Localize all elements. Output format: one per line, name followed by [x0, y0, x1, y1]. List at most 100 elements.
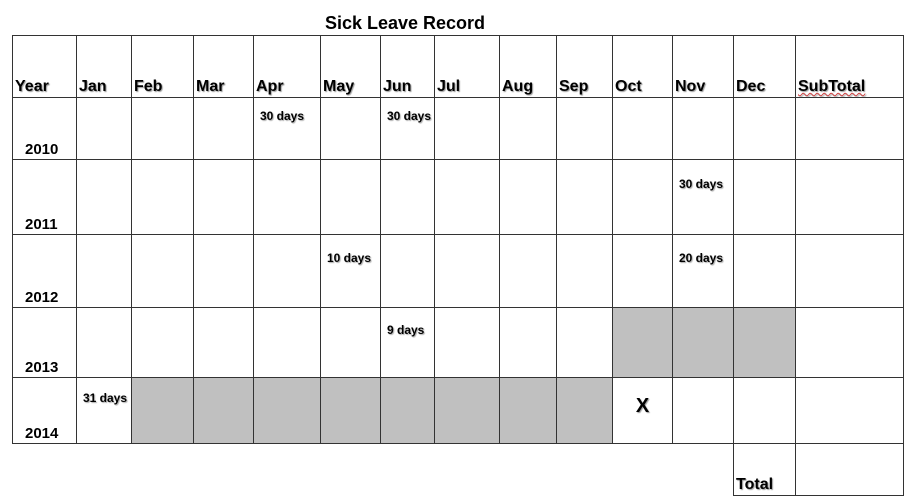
table-cell	[556, 159, 613, 235]
table-cell	[193, 97, 254, 160]
table-cell	[76, 159, 132, 235]
table-cell	[320, 97, 381, 160]
year-label: 2012	[25, 289, 59, 306]
table-cell: 30 days	[672, 159, 734, 235]
x-mark: X	[635, 394, 650, 417]
header-cell: Aug	[499, 35, 557, 98]
table-cell	[733, 307, 796, 378]
year-cell: 2012	[12, 234, 77, 308]
table-cell: 9 days	[380, 307, 435, 378]
table-cell	[672, 97, 734, 160]
year-label: 2011	[25, 216, 58, 233]
table-cell	[380, 377, 435, 444]
table-cell	[733, 97, 796, 160]
table-cell	[556, 377, 613, 444]
table-cell	[131, 377, 194, 444]
year-label: 2013	[25, 359, 59, 376]
table-cell	[320, 159, 381, 235]
table-cell: 31 days	[76, 377, 132, 444]
leave-value: 30 days	[679, 177, 724, 191]
column-header: Feb	[134, 78, 163, 95]
table-cell	[76, 234, 132, 308]
column-header: Dec	[736, 78, 766, 95]
year-cell: 2014	[12, 377, 77, 444]
table-cell	[253, 234, 321, 308]
header-cell: SubTotal	[795, 35, 904, 98]
year-cell: 2010	[12, 97, 77, 160]
table-cell	[193, 159, 254, 235]
table-cell	[556, 307, 613, 378]
column-header: Aug	[502, 78, 534, 95]
table-cell	[612, 307, 673, 378]
column-header: Sep	[559, 78, 589, 95]
table-cell	[733, 159, 796, 235]
table-cell	[612, 159, 673, 235]
table-cell	[320, 307, 381, 378]
table-cell: 20 days	[672, 234, 734, 308]
table-cell	[556, 234, 613, 308]
table-cell	[499, 234, 557, 308]
column-header: Apr	[256, 78, 284, 95]
column-header: Jun	[383, 78, 412, 95]
year-cell: 2013	[12, 307, 77, 378]
table-cell	[612, 234, 673, 308]
table-cell	[795, 307, 904, 378]
table-cell	[499, 307, 557, 378]
table-cell	[672, 307, 734, 378]
column-header: Oct	[615, 78, 642, 95]
table-cell	[193, 377, 254, 444]
header-cell: Sep	[556, 35, 613, 98]
table-cell	[131, 234, 194, 308]
table-cell	[499, 377, 557, 444]
table-cell	[434, 97, 500, 160]
year-label: 2010	[25, 141, 59, 158]
table-cell	[733, 234, 796, 308]
header-cell: May	[320, 35, 381, 98]
table-cell	[193, 234, 254, 308]
table-cell	[76, 97, 132, 160]
column-header: SubTotal	[798, 78, 866, 95]
total-label-cell: Total	[733, 443, 796, 496]
table-cell	[733, 377, 796, 444]
leave-value: 10 days	[327, 251, 372, 265]
column-header: Jul	[437, 78, 461, 95]
table-cell	[380, 234, 435, 308]
table-cell: 30 days	[253, 97, 321, 160]
page-title: Sick Leave Record	[324, 13, 486, 33]
column-header: Nov	[675, 78, 706, 95]
leave-value: 20 days	[679, 251, 724, 265]
column-header: Year	[15, 78, 49, 95]
table-cell	[612, 97, 673, 160]
year-cell: 2011	[12, 159, 77, 235]
leave-value: 31 days	[83, 390, 128, 405]
header-cell: Feb	[131, 35, 194, 98]
table-cell: 10 days	[320, 234, 381, 308]
table-cell	[193, 307, 254, 378]
column-header: May	[323, 78, 355, 95]
header-cell: Jun	[380, 35, 435, 98]
table-cell	[434, 159, 500, 235]
table-cell	[434, 307, 500, 378]
leave-value: 30 days	[260, 108, 305, 123]
table-cell	[131, 307, 194, 378]
table-cell	[499, 97, 557, 160]
leave-value: 9 days	[387, 322, 425, 337]
header-cell: Oct	[612, 35, 673, 98]
table-cell	[795, 377, 904, 444]
header-cell: Mar	[193, 35, 254, 98]
table-cell: 30 days	[380, 97, 435, 160]
table-cell	[320, 377, 381, 444]
table-cell	[434, 234, 500, 308]
total-label: Total	[736, 476, 774, 493]
header-cell: Jan	[76, 35, 132, 98]
table-cell	[131, 159, 194, 235]
table-cell	[253, 377, 321, 444]
table-cell	[672, 377, 734, 444]
table-cell: X	[612, 377, 673, 444]
table-cell	[795, 159, 904, 235]
header-cell: Year	[12, 35, 77, 98]
column-header: Mar	[196, 78, 225, 95]
header-cell: Apr	[253, 35, 321, 98]
table-cell	[76, 307, 132, 378]
table-cell	[434, 377, 500, 444]
